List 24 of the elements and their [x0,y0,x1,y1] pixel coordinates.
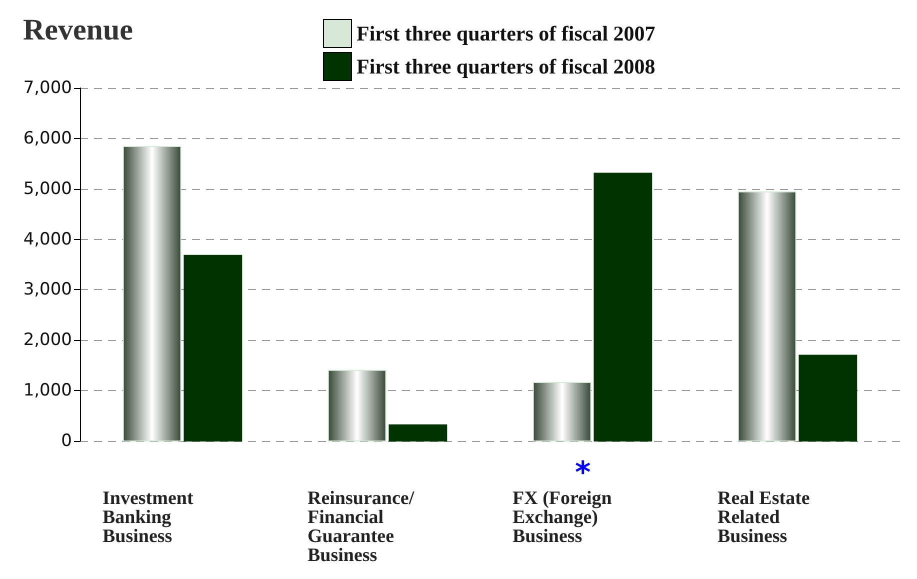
bar [738,191,796,442]
x-tick-label: Real Estate Related Business [718,488,815,547]
y-tick-label: 1,000 [23,380,72,401]
text: * [575,456,591,490]
x-tick-label: FX (Foreign Exchange) Business [512,488,617,547]
bar [328,370,386,442]
x-tick-label: Investment Banking Business [102,488,198,547]
y-tick-label: 6,000 [23,128,72,148]
bar [388,424,448,442]
y-tick-label: 2,000 [23,330,72,350]
bar [798,354,858,442]
y-tick-label: 4,000 [23,229,72,250]
y-tick-label: 0 [61,431,72,451]
bar [532,382,592,442]
x-tick-label: Reinsurance/ Financial Guarantee Business [308,488,419,566]
chart-title: Revenue [23,14,133,46]
legend-label: First three quarters of fiscal 2007 [356,22,656,46]
bar [594,172,652,442]
y-tick-label: 3,000 [23,280,72,300]
y-tick-label: 5,000 [23,178,72,199]
bar [184,254,242,442]
bar [122,146,182,442]
legend-label: First three quarters of fiscal 2008 [356,54,656,78]
y-tick-label: 7,000 [23,78,72,98]
